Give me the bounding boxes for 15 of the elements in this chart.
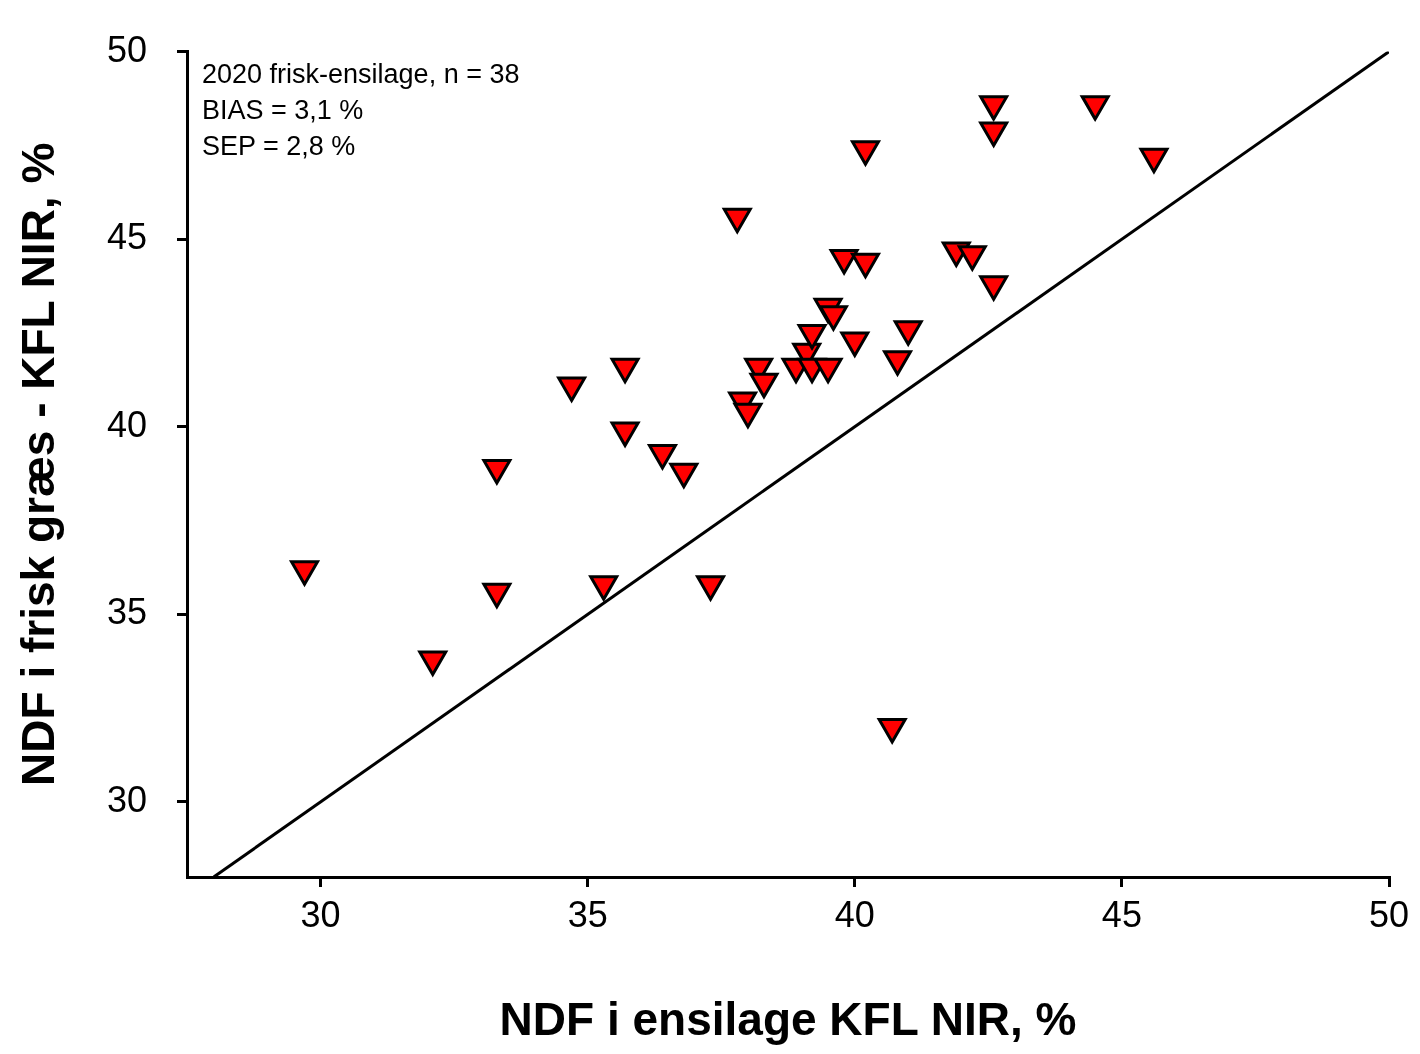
x-tick-label: 40 (834, 893, 875, 935)
annotation: SEP = 2,8 % (202, 130, 356, 161)
y-tick-label: 35 (106, 591, 147, 633)
y-tick-label: 40 (106, 403, 147, 445)
x-tick-label: 30 (300, 893, 341, 935)
y-tick-label: 45 (106, 216, 147, 258)
y-tick-label: 30 (106, 778, 147, 820)
y-axis-title: NDF i frisk græs - KFL NIR, % (12, 142, 65, 786)
x-tick-label: 50 (1368, 893, 1410, 935)
x-tick-label: 45 (1101, 893, 1142, 935)
x-axis-title: NDF i ensilage KFL NIR, % (499, 993, 1077, 1046)
annotation: BIAS = 3,1 % (202, 94, 364, 125)
x-tick-label: 35 (567, 893, 608, 935)
annotation: 2020 frisk-ensilage, n = 38 (202, 58, 520, 89)
y-tick-label: 50 (106, 28, 147, 70)
